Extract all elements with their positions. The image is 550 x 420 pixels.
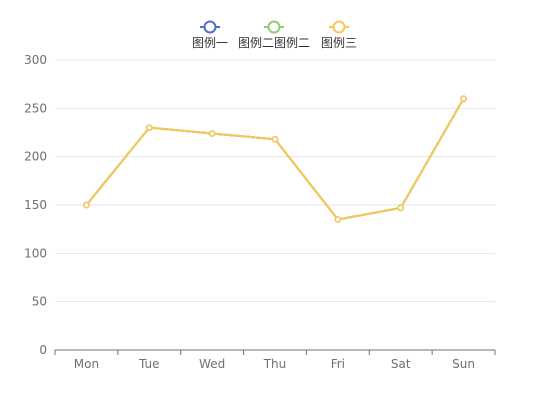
data-point	[146, 124, 153, 131]
legend-item[interactable]: 图例二图例二	[238, 20, 310, 51]
legend-label: 图例三	[321, 36, 357, 50]
data-point	[397, 204, 404, 212]
y-tick-label: 100	[24, 246, 47, 260]
legend-label: 图例二图例二	[238, 36, 310, 50]
data-point	[83, 201, 90, 209]
series-group	[83, 95, 467, 223]
y-tick-label: 50	[32, 295, 47, 309]
x-tick-label: Tue	[138, 357, 160, 371]
legend-item[interactable]: 图例三	[321, 20, 357, 51]
x-tick-label: Sun	[452, 357, 475, 371]
x-tick-label: Mon	[74, 357, 99, 371]
x-tick-label: Sat	[391, 357, 411, 371]
legend-label: 图例一	[192, 36, 228, 50]
y-tick-label: 300	[24, 53, 47, 67]
data-point	[460, 95, 467, 102]
x-axis: Mon Tue Wed Thu Fri Sat Sun	[54, 349, 496, 371]
data-point	[208, 130, 216, 137]
legend[interactable]: 图例一 图例二图例二 图例三	[192, 20, 357, 51]
y-tick-label: 250	[24, 101, 47, 115]
grid-lines	[55, 59, 495, 303]
y-tick-label: 0	[39, 343, 47, 357]
data-point	[271, 136, 279, 143]
legend-marker-icon	[332, 20, 346, 34]
legend-item[interactable]: 图例一	[192, 20, 228, 51]
legend-marker-icon	[267, 20, 281, 34]
series-line	[85, 98, 465, 221]
x-tick-label: Thu	[263, 357, 287, 371]
legend-marker-icon	[203, 20, 217, 34]
x-tick-label: Wed	[199, 357, 225, 371]
y-axis: 0 50 100 150 200 250 300	[24, 53, 47, 357]
data-point	[334, 216, 342, 223]
x-tick-label: Fri	[331, 357, 345, 371]
series-line	[85, 98, 465, 221]
series-line	[85, 98, 465, 221]
y-tick-label: 200	[24, 150, 47, 164]
y-tick-label: 150	[24, 198, 47, 212]
